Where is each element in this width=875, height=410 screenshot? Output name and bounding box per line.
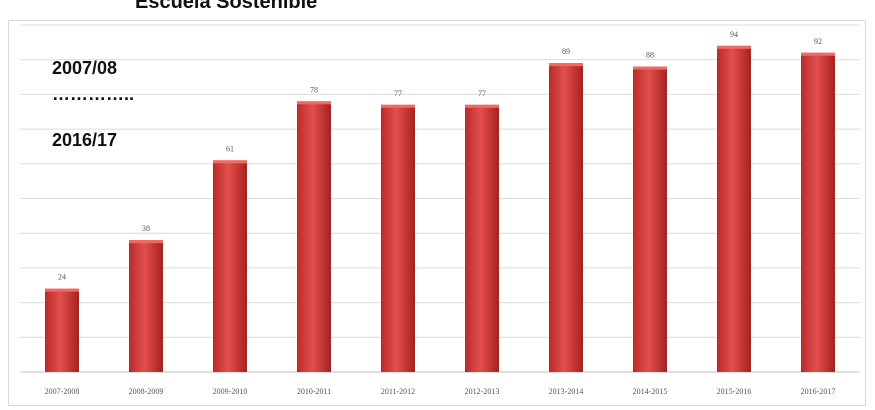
x-tick-label: 2010-2011 [297,387,331,396]
overlay-ellipsis: ………….. [52,84,135,104]
bars [45,45,835,373]
bar-top-highlight [381,104,415,108]
x-tick-label: 2007-2008 [45,387,80,396]
x-tick-label: 2009-2010 [213,387,248,396]
bar [213,160,247,372]
bar-top-highlight [129,240,163,244]
data-label: 89 [562,47,570,56]
bar-top-highlight [297,101,331,105]
bar [717,45,751,372]
x-tick-label: 2016-2017 [801,387,836,396]
data-label: 78 [310,85,318,94]
overlay-year-start: 2007/08 [52,58,118,78]
x-tick-label: 2015-2016 [717,387,752,396]
bar-top-highlight [633,66,667,70]
data-label: 77 [478,89,486,98]
bar [297,101,331,372]
bar-top-highlight [45,288,79,292]
data-label: 77 [394,89,402,98]
data-label: 61 [226,144,234,153]
chart-title: Escuela Sostenible [135,0,318,13]
data-label: 24 [58,273,66,282]
bar [549,63,583,373]
data-label: 92 [814,37,822,46]
bar-top-highlight [465,104,499,108]
x-tick-labels: 2007-2008 2008-2009 2009-2010 2010-2011 2011… [45,387,836,396]
x-tick-label: 2008-2009 [129,387,164,396]
x-tick-label: 2012-2013 [465,387,500,396]
bar [129,240,163,372]
x-tick-label: 2014-2015 [633,387,668,396]
bar [633,66,667,372]
data-label: 38 [142,224,150,233]
bar-top-highlight [549,63,583,67]
bar [465,104,499,372]
overlay-year-end: 2016/17 [52,130,118,150]
bar [381,104,415,372]
bar-top-highlight [717,45,751,49]
data-label: 88 [646,51,654,60]
bar-top-highlight [801,52,835,56]
bar [801,52,835,372]
bar-top-highlight [213,160,247,164]
value-labels: 24 38 61 78 77 77 89 88 94 92 [58,30,822,282]
data-label: 94 [730,30,738,39]
bar [45,288,79,372]
x-tick-label: 2011-2012 [381,387,415,396]
x-tick-label: 2013-2014 [549,387,584,396]
chart-frame [8,20,866,406]
